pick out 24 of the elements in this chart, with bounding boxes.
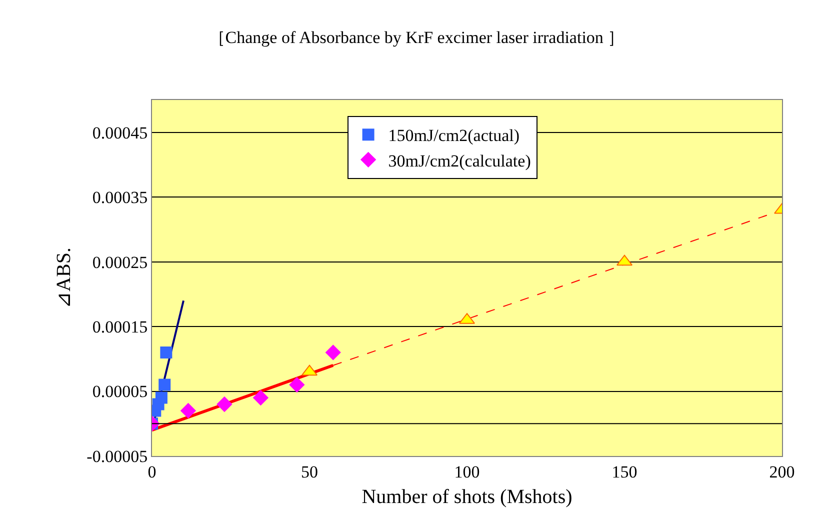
point	[216, 396, 232, 412]
point	[325, 344, 341, 360]
point	[160, 346, 172, 358]
legend-label: 150mJ/cm2(actual)	[388, 126, 520, 146]
y-tick-label: 0.00035	[92, 188, 148, 208]
point	[289, 377, 305, 392]
legend-label: 30mJ/cm2(calculate)	[388, 151, 531, 170]
y-tick-label: 0.00025	[92, 252, 148, 272]
point	[158, 378, 171, 391]
y-axis-title: ⊿ABS.	[53, 248, 76, 308]
y-tick-label: -0.00005	[86, 446, 148, 466]
y-tick-label: 0.00045	[92, 123, 148, 142]
x-tick-label: 0	[148, 462, 156, 482]
y-tick-label: 0.00005	[92, 382, 148, 402]
point	[180, 403, 196, 418]
x-tick-label: 50	[301, 462, 318, 482]
x-tick-label: 200	[769, 462, 795, 482]
x-axis-title: Number of shots (Mshots)	[362, 486, 572, 508]
chart-title: ［Change of Absorbance by KrF excimer laser irradiation ］	[208, 28, 625, 48]
y-tick-label: 0.00015	[92, 318, 148, 336]
point	[253, 390, 268, 406]
x-tick-label: 100	[454, 462, 480, 482]
x-tick-label: 150	[612, 462, 638, 482]
point	[155, 392, 168, 404]
